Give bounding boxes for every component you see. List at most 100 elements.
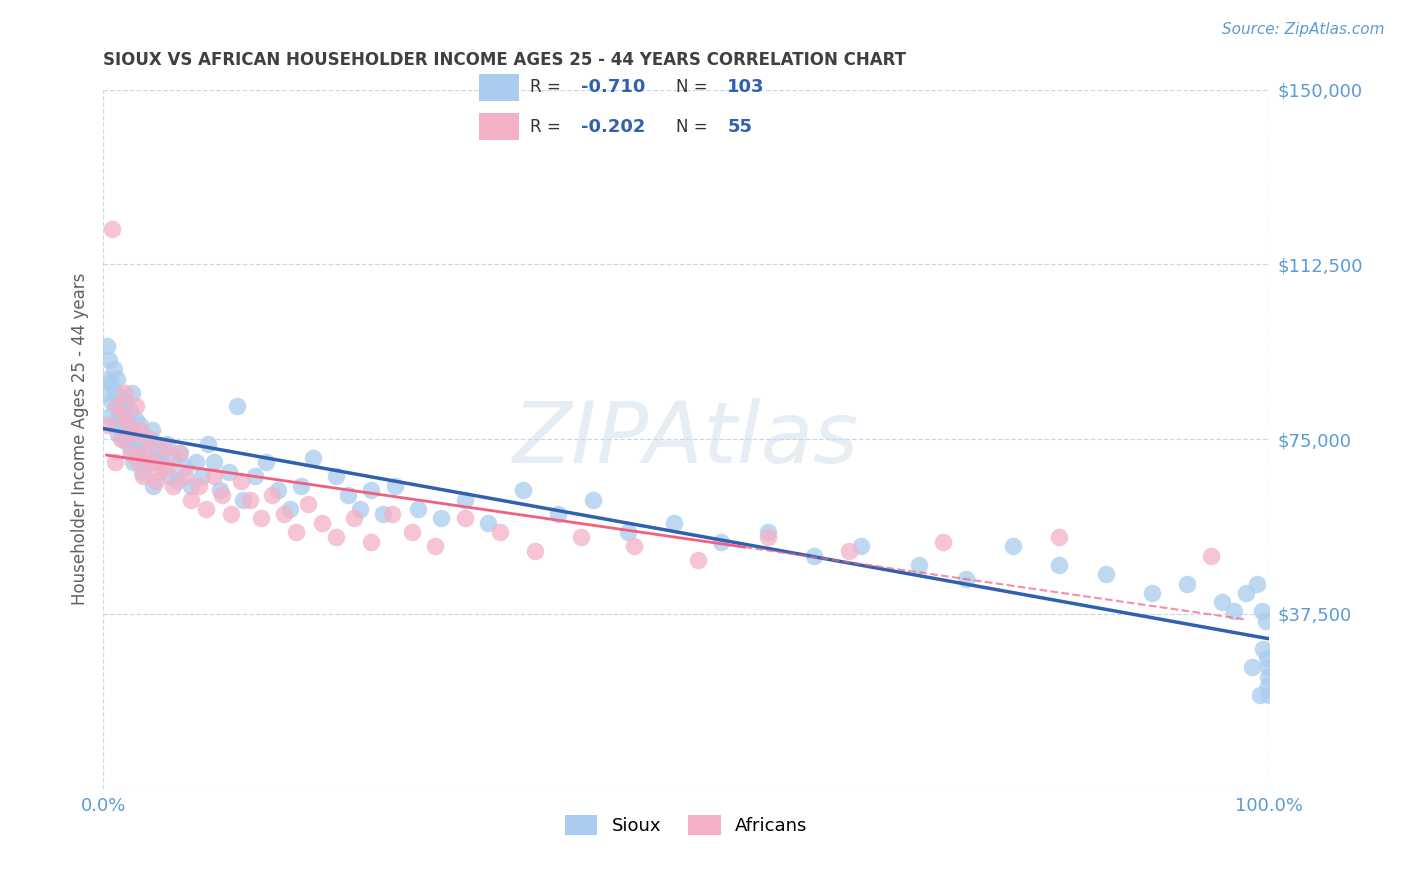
Point	[1254, 614, 1277, 628]
Text: ZIPAtlas: ZIPAtlas	[513, 398, 859, 481]
Point	[1251, 641, 1274, 656]
Point	[127, 446, 149, 460]
Point	[838, 544, 860, 558]
Point	[111, 409, 134, 423]
Point	[221, 507, 243, 521]
Point	[120, 446, 142, 460]
Point	[101, 394, 124, 409]
Point	[138, 432, 160, 446]
Point	[908, 558, 931, 572]
Point	[122, 427, 145, 442]
Text: 55: 55	[727, 118, 752, 136]
Point	[226, 400, 249, 414]
Point	[617, 525, 640, 540]
Point	[159, 469, 181, 483]
Point	[1257, 660, 1279, 674]
Point	[97, 371, 120, 385]
Point	[139, 432, 162, 446]
Point	[547, 507, 569, 521]
Point	[425, 539, 447, 553]
Point	[1251, 605, 1274, 619]
Point	[239, 492, 262, 507]
Point	[111, 432, 134, 446]
Point	[582, 492, 605, 507]
Point	[187, 479, 209, 493]
Point	[453, 492, 475, 507]
Point	[145, 455, 167, 469]
Point	[157, 460, 180, 475]
Point	[162, 450, 184, 465]
Point	[173, 469, 195, 483]
Point	[152, 442, 174, 456]
Point	[145, 474, 167, 488]
Point	[105, 400, 128, 414]
Point	[430, 511, 453, 525]
Point	[1211, 595, 1233, 609]
Point	[166, 474, 188, 488]
Bar	[478, 113, 519, 140]
Point	[115, 394, 138, 409]
Point	[756, 525, 779, 540]
Point	[129, 423, 152, 437]
Point	[127, 455, 149, 469]
Point	[110, 390, 132, 404]
Point	[180, 479, 202, 493]
Point	[384, 479, 406, 493]
Point	[114, 423, 136, 437]
Point	[122, 455, 145, 469]
Text: N =: N =	[676, 78, 713, 96]
Point	[118, 404, 141, 418]
Point	[148, 465, 170, 479]
Point	[110, 418, 132, 433]
Point	[297, 497, 319, 511]
Point	[124, 436, 146, 450]
Point	[803, 549, 825, 563]
Point	[756, 530, 779, 544]
Point	[523, 544, 546, 558]
Point	[167, 446, 190, 460]
Point	[108, 409, 131, 423]
Point	[273, 507, 295, 521]
Point	[1249, 689, 1271, 703]
Point	[146, 442, 169, 456]
Point	[1234, 586, 1257, 600]
Point	[284, 525, 307, 540]
Point	[1257, 679, 1279, 693]
Point	[135, 455, 157, 469]
Point	[229, 474, 252, 488]
Point	[710, 534, 733, 549]
Point	[156, 436, 179, 450]
Point	[132, 469, 155, 483]
Point	[120, 446, 142, 460]
Point	[1199, 549, 1222, 563]
Point	[325, 530, 347, 544]
Point	[343, 511, 366, 525]
Point	[211, 488, 233, 502]
Point	[686, 553, 709, 567]
Point	[336, 488, 359, 502]
Point	[103, 362, 125, 376]
Point	[1240, 660, 1263, 674]
Point	[186, 455, 208, 469]
Point	[118, 418, 141, 433]
Point	[569, 530, 592, 544]
Point	[202, 469, 225, 483]
Point	[262, 488, 284, 502]
Point	[453, 511, 475, 525]
Point	[111, 400, 134, 414]
Point	[325, 469, 347, 483]
Point	[150, 446, 173, 460]
Point	[1177, 576, 1199, 591]
Point	[121, 385, 143, 400]
Point	[104, 385, 127, 400]
Point	[104, 418, 127, 433]
Text: -0.202: -0.202	[581, 118, 645, 136]
Point	[104, 400, 127, 414]
Point	[125, 413, 148, 427]
Point	[197, 436, 219, 450]
Point	[191, 469, 214, 483]
Point	[131, 465, 153, 479]
Text: R =: R =	[530, 78, 565, 96]
Point	[488, 525, 510, 540]
Point	[1047, 558, 1070, 572]
